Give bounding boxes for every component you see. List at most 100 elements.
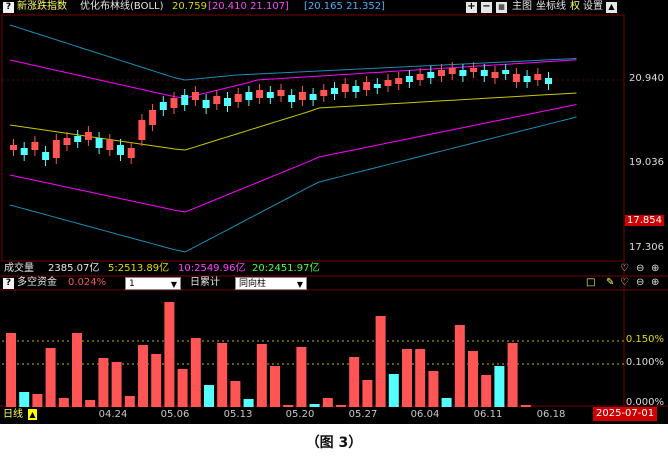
volume-info-row: 成交量 2385.07亿 5:2513.89亿 10:2549.96亿 20:2… — [0, 262, 668, 276]
volume-ma5: 5:2513.89亿 — [108, 263, 170, 274]
boll-mid-value: 20.759 — [172, 1, 207, 12]
candle-body — [224, 98, 231, 106]
indicator-bar — [217, 343, 228, 407]
candle-body — [512, 74, 520, 82]
boll-band2-value: [20.165 21.352] — [304, 1, 385, 12]
indicator-bar — [72, 333, 82, 407]
lock-icon[interactable]: □ — [586, 277, 596, 288]
indicator-bar — [243, 399, 254, 407]
chevron-down-icon: ▼ — [170, 280, 177, 289]
rights-button[interactable]: 权 — [570, 1, 580, 12]
x-date-label: 06.18 — [536, 409, 566, 420]
indicator-bar — [138, 345, 148, 407]
candle-body — [491, 72, 499, 78]
candle-body — [309, 94, 317, 100]
stock-name[interactable]: 新涨跌指数 — [17, 1, 67, 12]
candle-body — [117, 145, 124, 155]
indicator-bar — [481, 375, 492, 407]
grid-icon[interactable]: ▦ — [496, 2, 507, 13]
zoom-out-icon[interactable]: ⊖ — [636, 277, 645, 288]
warning-icon[interactable]: ▲ — [28, 409, 37, 420]
up-arrow-icon[interactable]: ▲ — [606, 2, 617, 13]
mode-label: 日累计 — [190, 277, 220, 288]
candle-body — [138, 120, 146, 140]
indicator-title[interactable]: 多空资金 — [17, 277, 57, 288]
candle-body — [427, 72, 435, 78]
axis-line-button[interactable]: 坐标线 — [536, 1, 566, 12]
candle-body — [545, 78, 552, 84]
boll-mid-line — [9, 92, 577, 151]
candle-body — [106, 140, 114, 150]
candle-body — [84, 132, 92, 140]
candle-body — [405, 76, 413, 82]
candle-body — [523, 76, 531, 82]
indicator-bar — [190, 338, 201, 407]
main-chart-button[interactable]: 主图 — [512, 1, 532, 12]
bar-mode-select[interactable]: 同向柱 ▼ — [235, 277, 307, 290]
candle-body — [127, 148, 135, 158]
price-label: 17.306 — [629, 242, 664, 253]
candle-body — [52, 140, 60, 158]
boll-lower1-line — [9, 104, 577, 213]
zoom-in-icon[interactable]: ⊕ — [651, 263, 660, 274]
candle-body — [159, 102, 167, 110]
boll-upper1-line — [9, 59, 577, 99]
help-icon[interactable]: ? — [3, 2, 14, 13]
chart-canvas — [0, 14, 668, 407]
candle-body — [320, 90, 328, 96]
volume-ma10: 10:2549.96亿 — [178, 263, 246, 274]
indicator-name[interactable]: 优化布林线(BOLL) — [80, 1, 164, 12]
minus-icon[interactable]: − — [481, 1, 492, 13]
indicator-bar — [177, 369, 188, 407]
candle-body — [341, 84, 349, 92]
candle-body — [202, 100, 210, 108]
zoom-out-icon[interactable]: ⊖ — [636, 263, 645, 274]
candle-body — [448, 68, 456, 74]
x-date-label: 06.11 — [473, 409, 503, 420]
candle-body — [191, 92, 199, 100]
candle-body — [298, 92, 306, 100]
candle-body — [149, 110, 157, 125]
period-select[interactable]: 1 ▼ — [125, 277, 181, 290]
boll-lower2-line — [9, 116, 577, 253]
heart-icon[interactable]: ♡ — [620, 277, 629, 288]
zoom-in-icon[interactable]: ⊕ — [651, 277, 660, 288]
indicator-axis-label: 0.100% — [625, 357, 664, 368]
candle-body — [438, 70, 445, 76]
x-date-label: 05.06 — [160, 409, 190, 420]
indicator-bar — [520, 405, 531, 407]
volume-total: 2385.07亿 — [48, 263, 100, 274]
candle-body — [63, 138, 71, 145]
add-icon[interactable]: + — [466, 1, 477, 13]
indicator-value: 0.024% — [68, 277, 107, 288]
current-price-label: 17.854 — [625, 215, 664, 226]
candle-body — [352, 86, 360, 92]
x-date-label: 05.13 — [223, 409, 253, 420]
indicator-bar — [85, 400, 96, 407]
period-label[interactable]: 日线 — [3, 409, 23, 420]
bar-mode-value: 同向柱 — [239, 279, 267, 289]
settings-button[interactable]: 设置 — [583, 1, 603, 12]
candle-body — [181, 95, 189, 105]
indicator-bar — [32, 394, 43, 407]
candle-body — [266, 92, 274, 98]
indicator-bar — [19, 392, 30, 407]
indicator-bar — [468, 351, 478, 407]
pin-icon[interactable]: ✎ — [606, 277, 615, 288]
candle-body — [95, 138, 103, 148]
candle-body — [170, 98, 178, 108]
candle-body — [363, 82, 371, 90]
candle-body — [480, 70, 488, 76]
indicator-bar — [322, 398, 333, 407]
heart-icon[interactable]: ♡ — [620, 263, 629, 274]
x-date-label: 05.27 — [348, 409, 378, 420]
price-label: 20.940 — [629, 73, 664, 84]
help-icon[interactable]: ? — [3, 278, 14, 289]
indicator-bar — [230, 381, 241, 407]
indicator-bar — [151, 354, 162, 407]
indicator-bar — [336, 405, 346, 407]
indicator-header: ? 多空资金 0.024% 1 ▼ 日累计 同向柱 ▼ □ ✎ ♡ ⊖ ⊕ — [0, 276, 668, 290]
candle-body — [459, 70, 467, 76]
candle-body — [256, 90, 264, 98]
indicator-bar — [256, 344, 267, 407]
